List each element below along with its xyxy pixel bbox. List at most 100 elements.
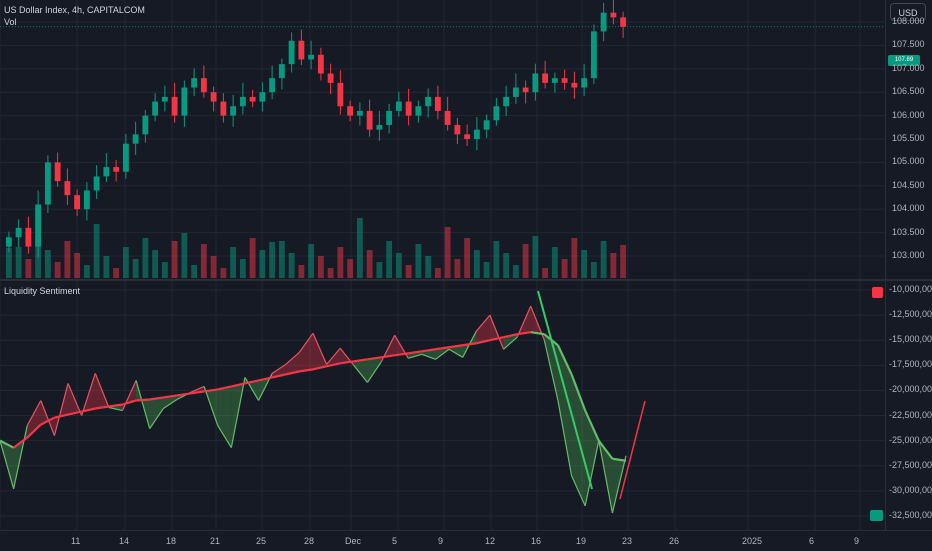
candle-body [386,110,393,125]
candle-body [434,96,441,111]
volume-bar [269,242,276,278]
candle-body [395,101,402,111]
price-axis-tick: 105.000 [892,156,925,167]
baseline-line [149,396,164,401]
volume-bar [454,259,461,278]
volume-bar [200,244,207,278]
candle-body [327,73,334,83]
sentiment-line [421,353,436,360]
sentiment-line [13,425,28,489]
volume-label[interactable]: Vol [4,17,17,27]
liquidity-sentiment-chart [0,281,885,530]
volume-bar [434,268,441,278]
price-axis-tick: 107.500 [892,39,925,50]
baseline-line [67,410,82,416]
candle-body [610,12,617,18]
baseline-line [353,358,368,363]
baseline-line [489,336,504,342]
sentiment-line [40,400,55,436]
sentiment-line [162,398,178,410]
sentiment-line [135,380,151,429]
baseline-line [380,354,395,359]
time-axis-tick: 2025 [742,536,763,546]
sentiment-line [435,348,450,360]
volume-bar [230,247,237,278]
price-chart [0,0,885,280]
sentiment-line [489,314,505,350]
sentiment-line [190,385,205,394]
baseline-line [40,416,55,426]
sentiment-line [571,475,586,507]
volume-bar [103,256,110,278]
candle-body [512,87,519,97]
indicator-axis-tick: -30,000,000 [889,484,932,495]
sentiment-line [285,351,300,365]
sentiment-line [557,400,573,476]
sentiment-line [366,361,382,383]
baseline-line [54,413,69,419]
sentiment-line [26,400,42,426]
price-axis[interactable] [885,0,932,530]
time-axis[interactable] [0,530,932,551]
pane-separator[interactable] [0,279,932,281]
volume-bar [132,259,139,278]
volume-bar [249,238,256,278]
volume-bar [522,244,529,278]
price-pane[interactable] [0,0,885,280]
volume-bar [620,245,627,278]
sentiment-line [611,455,627,514]
baseline-line [516,331,531,336]
indicator-pane[interactable] [0,281,885,530]
currency-button[interactable]: USD [890,3,926,21]
volume-bar [415,244,422,278]
baseline-line [367,356,382,361]
time-axis-tick: 9 [854,536,860,546]
baseline-line [570,373,587,411]
indicator-settings-icon[interactable] [870,510,883,521]
candle-body [590,31,597,79]
baseline-line [231,382,246,388]
candle-body [356,110,363,116]
indicator-title[interactable]: Liquidity Sentiment [4,286,81,296]
volume-bar [113,268,120,278]
indicator-axis-tick: -20,000,000 [889,384,932,395]
candle-body [161,96,168,102]
sentiment-line [312,332,328,365]
sentiment-line [149,408,164,429]
candle-body [132,134,139,144]
candle-body [542,73,549,83]
baseline-line [271,373,287,379]
sentiment-line [298,332,314,353]
symbol-title[interactable]: US Dollar Index, 4h, CAPITALCOM [4,5,145,15]
baseline-line [190,390,205,395]
time-axis-tick: 11 [71,536,81,546]
volume-bar [464,238,471,278]
baseline-line [163,394,178,399]
candle-body [551,78,558,83]
sentiment-fill [476,315,490,344]
volume-bar [44,250,51,278]
candle-body [191,78,198,88]
time-axis-tick: 28 [304,536,315,546]
candle-body [620,17,627,27]
time-axis-tick: 26 [669,536,680,546]
sentiment-fill [217,386,232,448]
baseline-line [421,348,436,353]
candle-body [269,78,276,93]
candle-body [64,181,71,196]
volume-bar [5,248,12,278]
candle-body [278,64,285,79]
candle-body [483,120,490,130]
candle-body [376,124,383,130]
candle-body [44,162,51,205]
candle-body [5,237,12,247]
candle-body [103,167,110,177]
time-axis-tick: 25 [256,536,267,546]
time-axis-tick: 23 [622,536,633,546]
volume-bar [54,262,61,278]
volume-bar [122,247,129,278]
sentiment-line [326,347,341,365]
volume-bar [171,241,178,278]
trendline-up [619,400,646,500]
volume-bar [210,256,217,278]
